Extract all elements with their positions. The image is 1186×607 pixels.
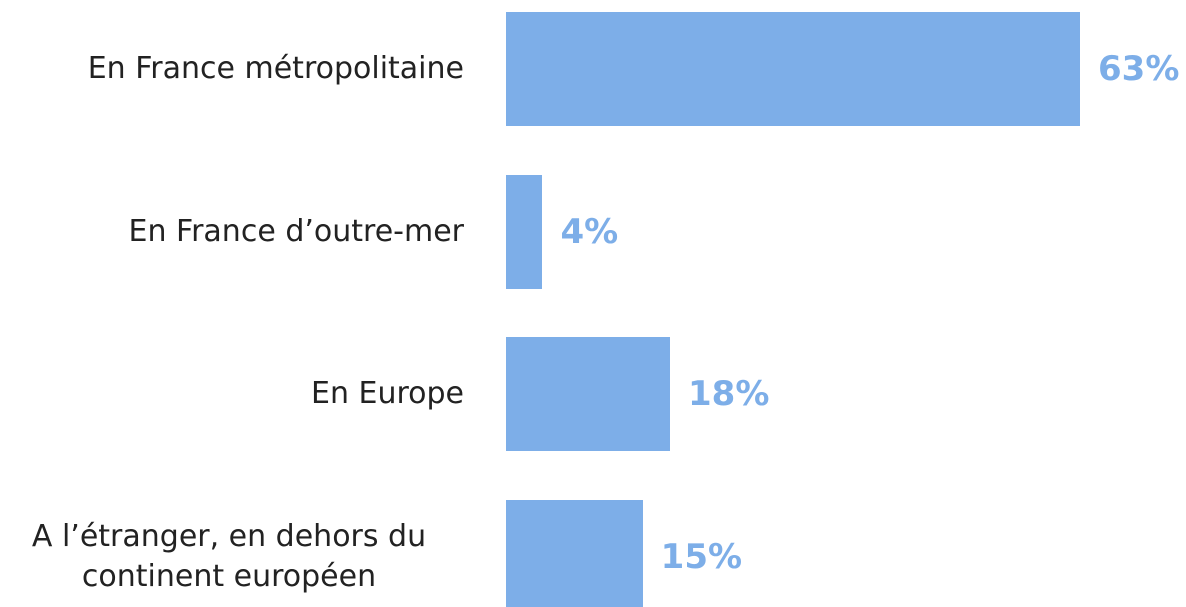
category-label: En Europe <box>0 337 464 451</box>
value-label: 4% <box>560 211 619 252</box>
category-text: En France métropolitaine <box>87 51 464 86</box>
value-label: 18% <box>688 374 770 414</box>
value-label: 15% <box>660 536 743 577</box>
bar <box>506 337 670 451</box>
value-label: 63% <box>1098 49 1180 89</box>
category-text: En Europe <box>310 376 464 411</box>
category-label: En France d’outre-mer <box>0 175 464 289</box>
bar <box>506 174 543 289</box>
bar <box>506 499 643 607</box>
category-label: A l’étranger, en dehors du continent eur… <box>0 500 464 607</box>
category-text: A l’étranger, en dehors du continent eur… <box>31 518 427 594</box>
category-label: En France métropolitaine <box>0 12 464 126</box>
bar <box>506 12 1080 126</box>
category-text: En France d’outre-mer <box>128 213 464 249</box>
